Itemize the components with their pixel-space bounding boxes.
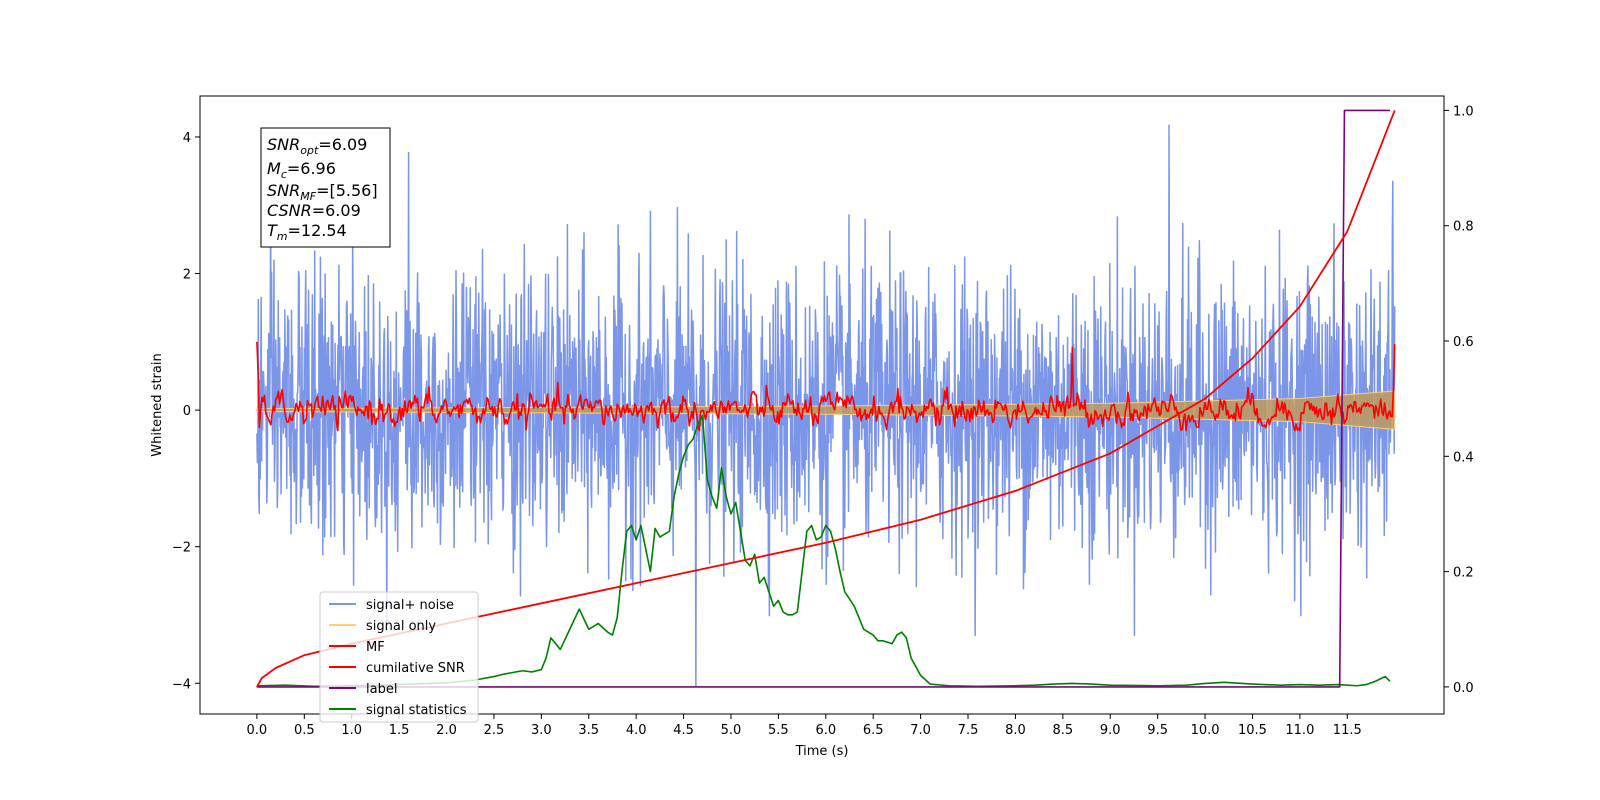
series-label xyxy=(256,109,1390,688)
info-box: SNRopt=6.09Mc=6.96SNRMF=[5.56]CSNR=6.09T… xyxy=(260,127,391,248)
x-axis-label: Time (s) xyxy=(795,744,849,759)
legend-frame xyxy=(319,591,479,723)
x-tick-label: 2.5 xyxy=(484,723,505,738)
series-signal-plus-noise xyxy=(256,124,1396,688)
legend-label: signal only xyxy=(366,619,436,634)
y-right-tick-label: 1.0 xyxy=(1453,104,1474,119)
x-tick-label: 9.5 xyxy=(1147,723,1168,738)
x-tick-label: 6.5 xyxy=(863,723,884,738)
info-line: Tm=12.54 xyxy=(267,221,347,243)
x-tick-label: 2.0 xyxy=(436,723,457,738)
x-tick-label: 9.0 xyxy=(1100,723,1121,738)
info-line: Mc=6.96 xyxy=(267,159,336,181)
series-signal-statistics xyxy=(256,415,1391,688)
y-right-tick-label: 0.2 xyxy=(1453,566,1474,581)
series-mf xyxy=(256,341,1396,432)
x-tick-label: 5.0 xyxy=(721,723,742,738)
x-tick-label: 4.0 xyxy=(626,723,647,738)
y-axis-left-ticks: −4 −2 0 2 4 xyxy=(172,131,200,692)
x-tick-label: 10.5 xyxy=(1238,723,1267,738)
legend-label: signal+ noise xyxy=(366,598,454,613)
x-tick-label: 6.0 xyxy=(815,723,836,738)
x-tick-label: 8.5 xyxy=(1052,723,1073,738)
x-tick-label: 0.5 xyxy=(294,723,315,738)
legend-label: MF xyxy=(366,640,385,655)
x-tick-label: 7.5 xyxy=(958,723,979,738)
x-tick-label: 10.0 xyxy=(1191,723,1220,738)
x-tick-label: 3.0 xyxy=(531,723,552,738)
info-line: SNRMF=[5.56] xyxy=(267,181,378,203)
x-tick-label: 11.5 xyxy=(1333,723,1362,738)
series-cumulative-snr xyxy=(256,110,1396,688)
y-left-tick-label: −4 xyxy=(172,677,191,692)
info-box-frame xyxy=(260,127,391,248)
x-tick-label: 8.0 xyxy=(1005,723,1026,738)
y-axis-label: Whitened strain xyxy=(150,353,165,456)
y-right-tick-label: 0.8 xyxy=(1453,220,1474,235)
y-right-tick-label: 0.6 xyxy=(1453,335,1474,350)
y-left-tick-label: 2 xyxy=(183,268,191,283)
x-tick-label: 1.0 xyxy=(341,723,362,738)
series-layer xyxy=(256,109,1396,688)
info-line: SNRopt=6.09 xyxy=(267,135,367,157)
axes-frame xyxy=(199,95,1445,715)
legend-label: label xyxy=(366,682,397,697)
x-tick-label: 1.5 xyxy=(389,723,410,738)
info-line: CSNR=6.09 xyxy=(267,201,361,220)
x-tick-label: 7.0 xyxy=(910,723,931,738)
legend: signal+ noise signal only MF cumilative SNR… xyxy=(319,591,479,723)
y-axis-right-ticks: 0.0 0.2 0.4 0.6 0.8 1.0 xyxy=(1444,104,1474,696)
x-tick-label: 3.5 xyxy=(578,723,599,738)
x-tick-label: 5.5 xyxy=(768,723,789,738)
y-right-tick-label: 0.4 xyxy=(1453,450,1474,465)
y-left-tick-label: 0 xyxy=(183,404,191,419)
x-axis-ticks: 0.0 0.5 1.0 1.5 2.0 2.5 3.0 3.5 4.0 4.5 5.0 5.5 6.0 6… xyxy=(247,714,1362,738)
y-left-tick-label: −2 xyxy=(172,541,191,556)
y-right-tick-label: 0.0 xyxy=(1453,681,1474,696)
y-left-tick-label: 4 xyxy=(183,131,191,146)
x-tick-label: 0.0 xyxy=(247,723,268,738)
legend-label: signal statistics xyxy=(366,703,467,718)
x-tick-label: 11.0 xyxy=(1285,723,1314,738)
x-tick-label: 4.5 xyxy=(673,723,694,738)
legend-label: cumilative SNR xyxy=(366,661,465,676)
